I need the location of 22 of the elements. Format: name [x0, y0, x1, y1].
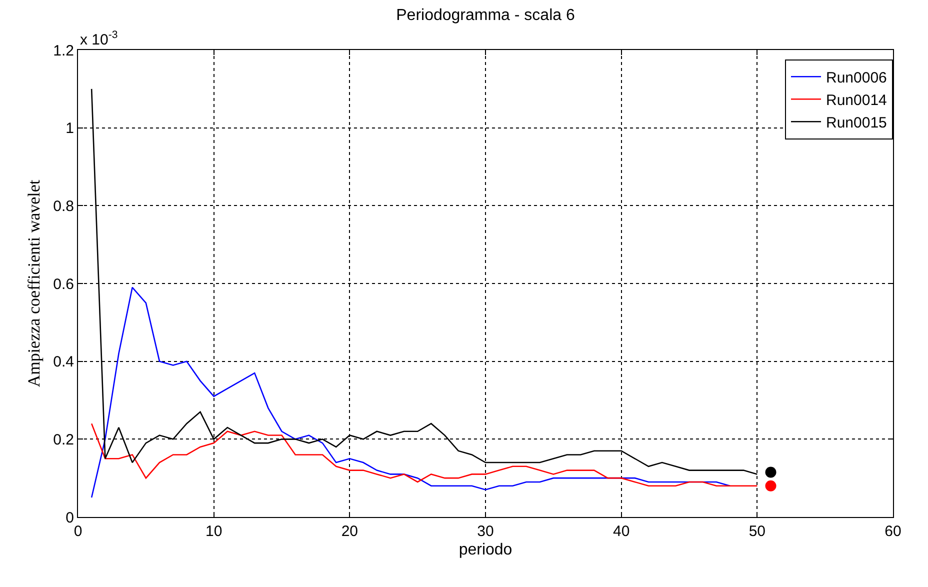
y-tick-label: 1.2	[53, 42, 74, 60]
x-tick-label: 50	[748, 523, 766, 540]
legend-label: Run0015	[826, 114, 887, 132]
x-tick-label: 30	[477, 523, 494, 540]
x-tick-label: 40	[612, 523, 630, 540]
y-tick-label: 0.8	[53, 198, 74, 215]
y-axis-title: Ampiezza coefficienti wavelet	[24, 180, 44, 388]
y-tick-label: 0	[66, 509, 74, 526]
y-tick-label: 0.6	[53, 276, 74, 293]
y-tick-label: 0.2	[53, 431, 74, 448]
x-tick-label: 10	[205, 523, 222, 540]
legend-label: Run0014	[826, 92, 887, 109]
y-tick-label: 1	[66, 120, 74, 138]
text: x 10$^{-3}$	[80, 29, 118, 48]
x-tick-label: 60	[884, 523, 902, 540]
x-tick-label: 20	[341, 523, 358, 540]
legend-label: Run0006	[826, 69, 887, 86]
y-tick-label: 0.4	[53, 354, 74, 371]
chart-title: Periodogramma - scala 6	[396, 7, 575, 24]
x-axis-title: periodo	[458, 542, 512, 559]
line-series	[90, 422, 758, 487]
line-series	[90, 286, 731, 498]
